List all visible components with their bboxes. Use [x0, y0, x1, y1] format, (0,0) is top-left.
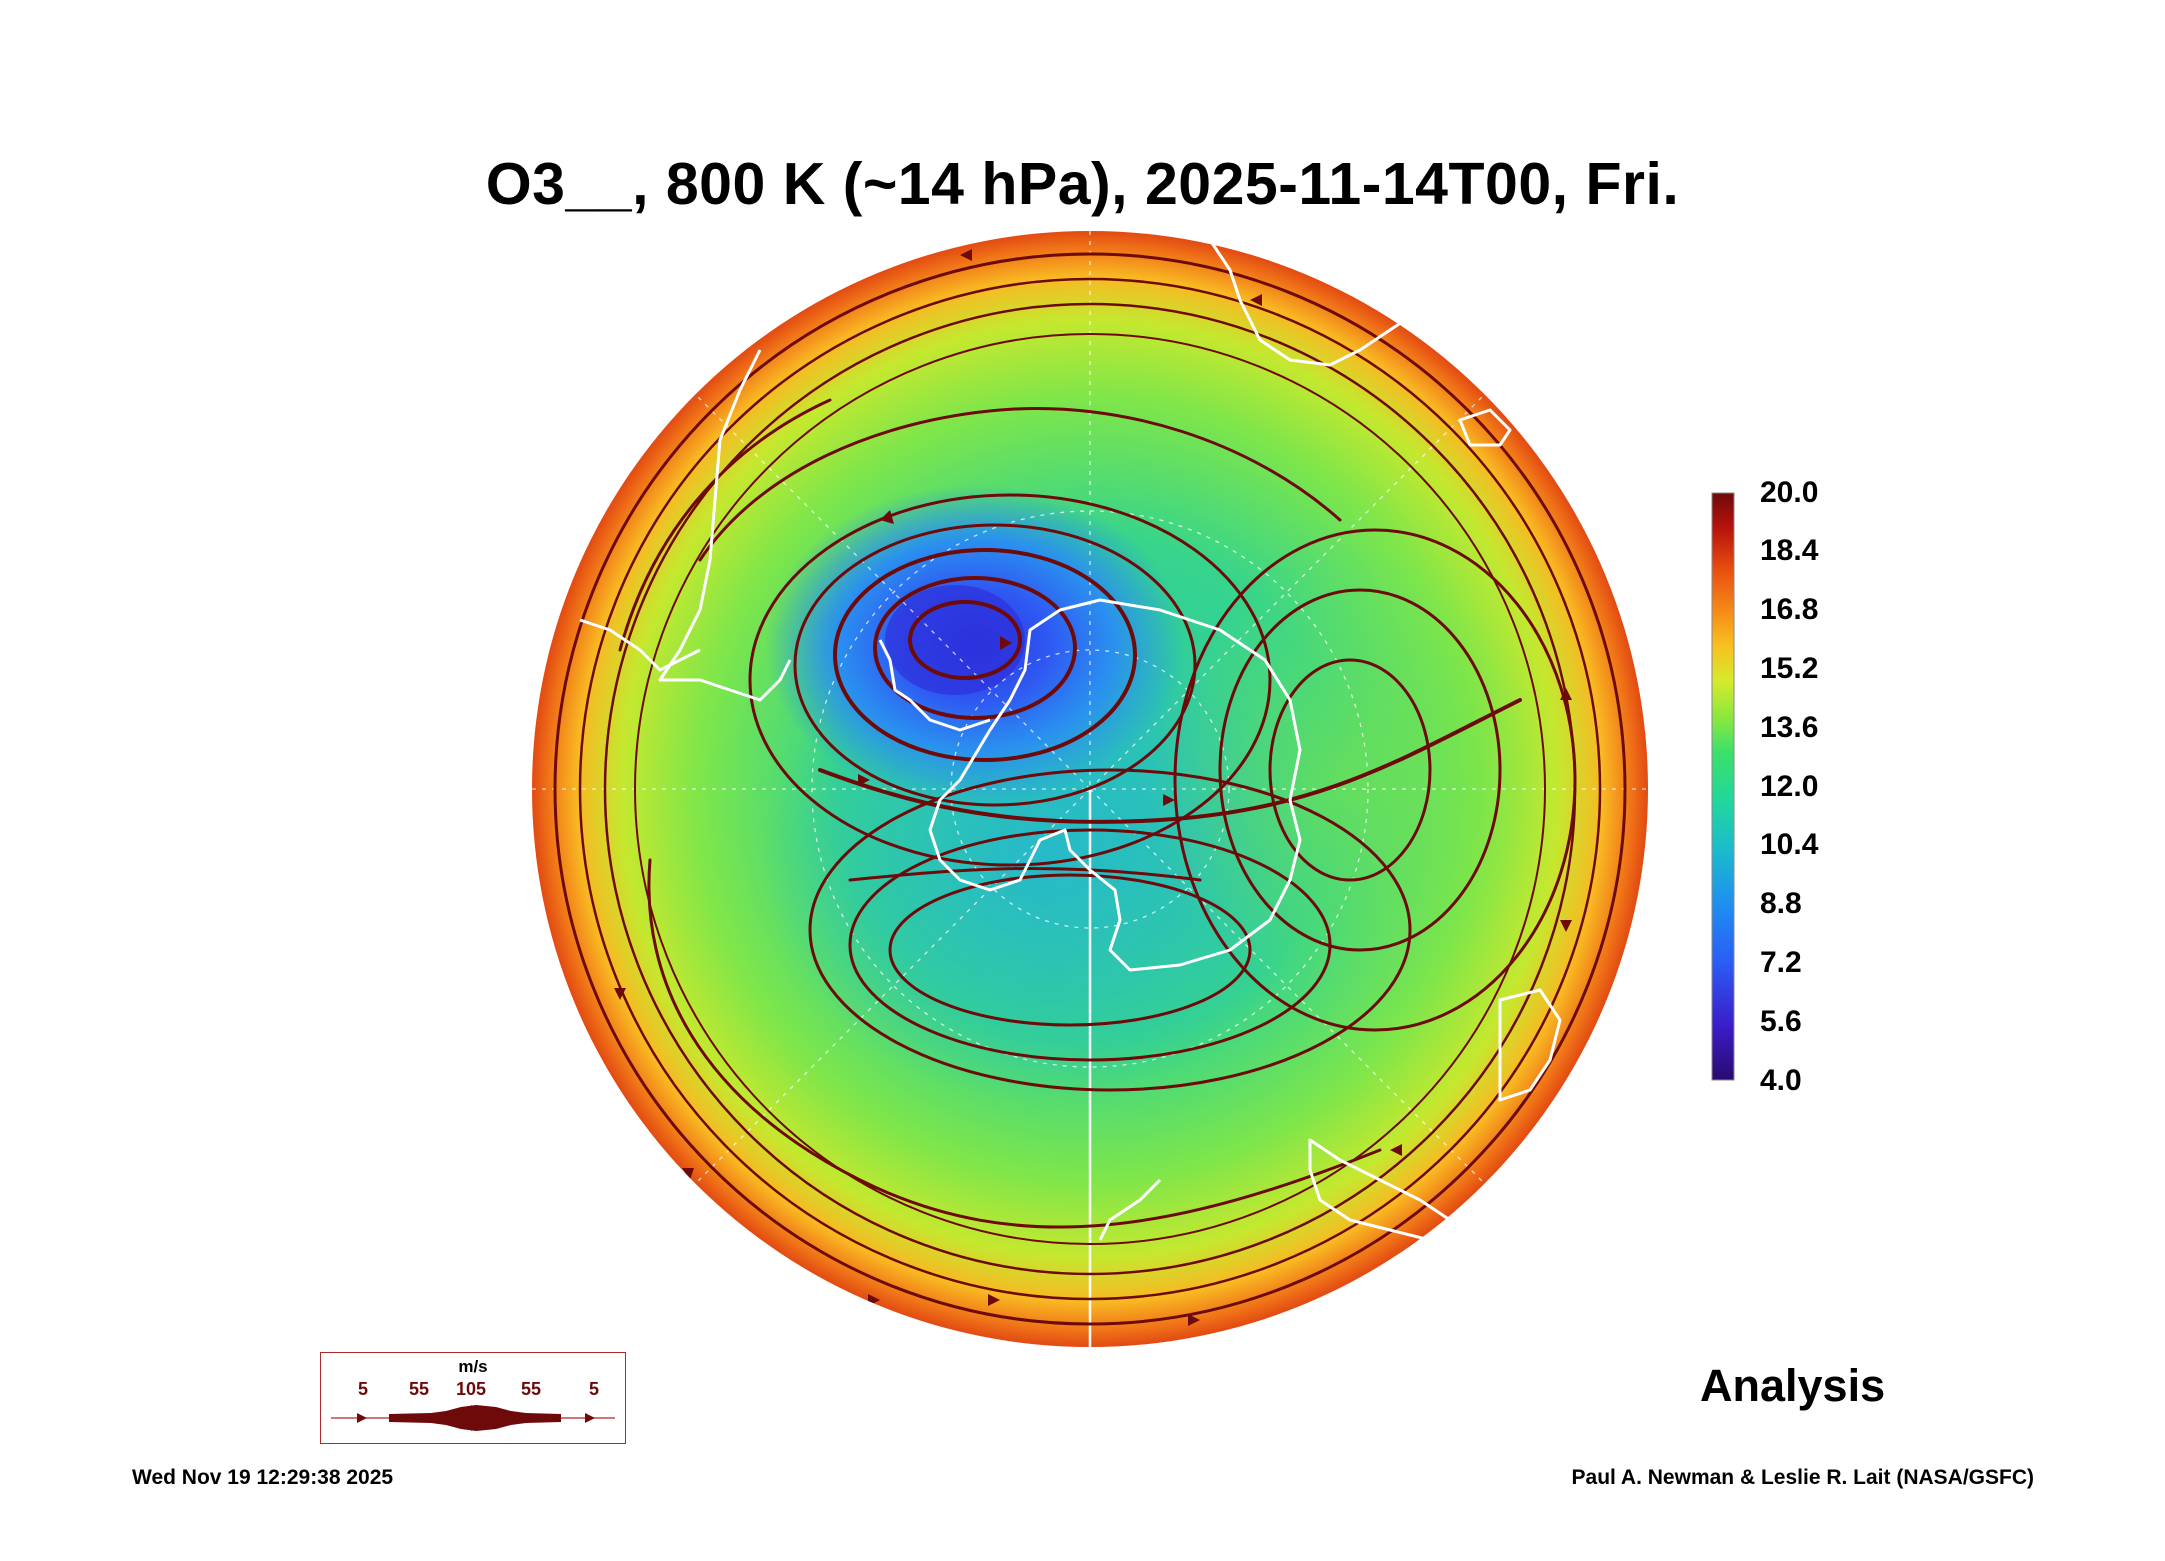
wind-legend-glyph — [331, 1405, 615, 1431]
colorbar — [1711, 492, 1735, 1081]
wind-legend-value: 55 — [409, 1379, 430, 1399]
colorbar-label: 18.4 — [1760, 534, 1819, 567]
wind-legend-value: 55 — [521, 1379, 542, 1399]
analysis-label: Analysis — [1700, 1360, 1886, 1411]
timestamp: Wed Nov 19 12:29:38 2025 — [132, 1466, 394, 1489]
colorbar-label: 12.0 — [1760, 770, 1819, 803]
colorbar-label: 20.0 — [1760, 476, 1819, 509]
coastlines — [579, 239, 1562, 1242]
map-title: O3__, 800 K (~14 hPa), 2025-11-14T00, Fr… — [485, 151, 1680, 217]
wind-unit: m/s — [458, 1357, 488, 1376]
wind-streamlines — [553, 252, 1627, 1326]
colorbar-label: 5.6 — [1760, 1005, 1802, 1038]
colorbar-label: 10.4 — [1760, 828, 1819, 861]
colorbar-label: 16.8 — [1760, 593, 1819, 626]
wind-legend-value: 105 — [456, 1379, 487, 1399]
colorbar-label: 15.2 — [1760, 652, 1819, 685]
credit-line: Paul A. Newman & Leslie R. Lait (NASA/GS… — [1571, 1466, 2034, 1489]
colorbar-label: 13.6 — [1760, 711, 1819, 744]
wind-legend-value: 5 — [358, 1379, 369, 1399]
colorbar-label: 4.0 — [1760, 1064, 1802, 1097]
colorbar-label: 8.8 — [1760, 887, 1802, 920]
colorbar-label: 7.2 — [1760, 946, 1802, 979]
wind-speed-legend: m/s 5 55 105 55 5 — [320, 1352, 626, 1444]
streamline-arrows — [614, 249, 1572, 1326]
wind-legend-value: 5 — [589, 1379, 600, 1399]
